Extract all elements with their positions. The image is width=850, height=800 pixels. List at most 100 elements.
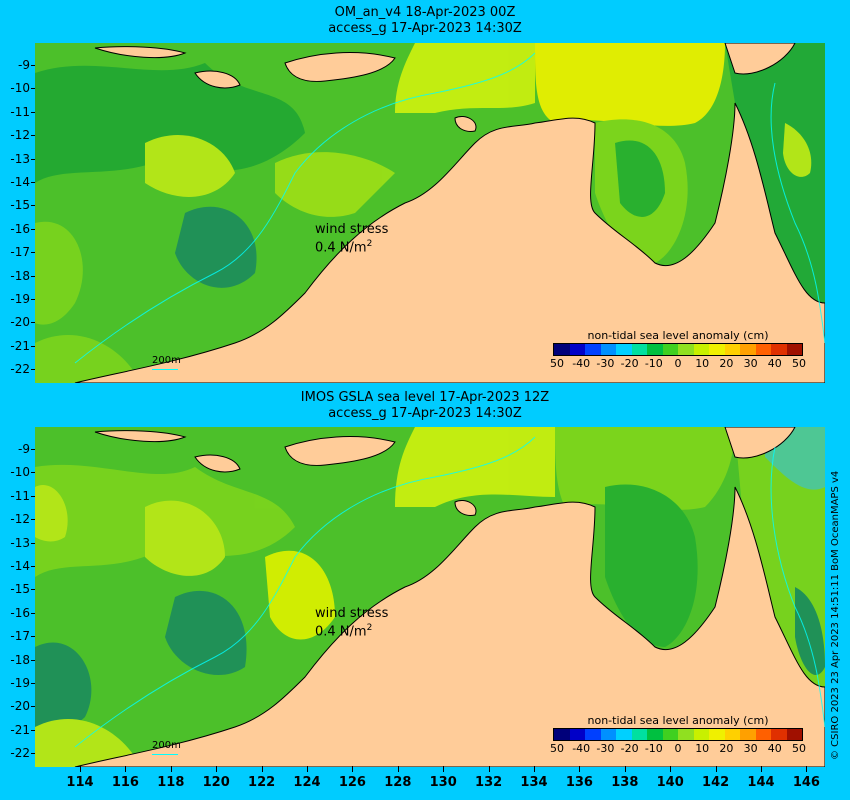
- legend-tick-label: 50: [550, 742, 564, 755]
- land: [74, 43, 825, 383]
- latitude-tick-label: -9: [18, 442, 30, 456]
- bathymetry-200m: [74, 436, 825, 748]
- latitude-tick: [31, 612, 35, 614]
- legend-tick-label: 0: [674, 357, 682, 370]
- latitude-tick-label: -16: [10, 221, 30, 236]
- latitude-tick: [31, 111, 35, 113]
- credit-text: © CSIRO 2023 23 Apr 2023 14:51:11 BoM Oc…: [830, 470, 841, 760]
- latitude-tick-label: -13: [10, 151, 30, 166]
- latitude-tick: [31, 472, 35, 474]
- latitude-tick-label: -19: [10, 676, 30, 690]
- longitude-tick: [170, 766, 172, 772]
- legend-color-swatch: [585, 344, 601, 355]
- wind-label-line2: 0.4 N/m: [315, 240, 367, 256]
- latitude-tick-label: -20: [10, 315, 30, 330]
- longitude-tick: [806, 766, 808, 772]
- latitude-tick: [31, 275, 35, 277]
- latitude-tick: [31, 205, 35, 207]
- legend-color-swatch: [554, 729, 570, 740]
- wind-label-line1: wind stress: [315, 606, 389, 621]
- latitude-tick-label: -11: [10, 104, 30, 119]
- scale-text: 200m: [152, 355, 181, 366]
- legend-color-swatch: [600, 729, 616, 740]
- longitude-tick-label: 138: [611, 775, 639, 790]
- panel1-legend: non-tidal sea level anomaly (cm) 50 -40 -3…: [550, 329, 806, 370]
- panel2-title-line2: access_g 17-Apr-2023 14:30Z: [328, 406, 522, 421]
- panel2-map: [35, 427, 825, 767]
- legend-color-swatch: [631, 344, 647, 355]
- legend-color-swatch: [755, 729, 771, 740]
- longitude-tick-label: 134: [520, 775, 548, 790]
- legend-tick-label: -40: [572, 742, 591, 755]
- wind-label-sup: 2: [366, 239, 373, 249]
- latitude-tick-label: -10: [10, 81, 30, 96]
- longitude-tick: [80, 766, 81, 772]
- longitude-tick-label: 124: [293, 775, 321, 790]
- legend-color-swatch: [755, 344, 771, 355]
- latitude-tick: [31, 65, 35, 66]
- legend-title: non-tidal sea level anomaly (cm): [587, 714, 769, 727]
- longitude-tick: [534, 766, 535, 772]
- legend-tick-label: 20: [719, 357, 734, 370]
- legend-color-swatch: [631, 729, 647, 740]
- panel1-title-line1: OM_an_v4 18-Apr-2023 00Z: [334, 5, 516, 20]
- latitude-tick: [31, 182, 35, 183]
- latitude-tick: [31, 135, 35, 137]
- legend-color-swatch: [771, 729, 787, 740]
- latitude-tick: [31, 589, 35, 591]
- legend-ticks: 50 -40 -30 -20 -10 0 10 20 30 40 50: [550, 356, 806, 370]
- legend-tick-label: 30: [743, 742, 758, 755]
- longitude-tick: [352, 766, 354, 772]
- legend-title: non-tidal sea level anomaly (cm): [587, 329, 769, 342]
- latitude-tick-label: -17: [10, 629, 30, 644]
- legend-color-swatch: [678, 344, 694, 355]
- legend-color-swatch: [724, 344, 740, 355]
- panel1-title-line2: access_g 17-Apr-2023 14:30Z: [328, 21, 522, 36]
- longitude-tick: [624, 766, 626, 772]
- legend-tick-label: -10: [644, 357, 663, 370]
- latitude-tick: [31, 519, 35, 521]
- latitude-tick: [31, 636, 35, 638]
- panel1-title: OM_an_v4 18-Apr-2023 00Z access_g 17-Apr…: [0, 5, 850, 37]
- latitude-tick-label: -12: [10, 128, 30, 143]
- latitude-tick-label: -18: [10, 652, 30, 667]
- legend-tick-label: 50: [792, 742, 806, 755]
- latitude-tick-label: -20: [10, 699, 30, 714]
- latitude-tick: [31, 228, 35, 230]
- legend-ticks: 50 -40 -30 -20 -10 0 10 20 30 40 50: [550, 741, 806, 755]
- legend-tick-label: -20: [620, 742, 639, 755]
- latitude-tick: [31, 753, 35, 755]
- legend-tick-label: 10: [695, 742, 710, 755]
- legend-color-swatch: [740, 344, 756, 355]
- longitude-tick-label: 132: [475, 775, 503, 790]
- legend-color-swatch: [771, 344, 787, 355]
- latitude-tick: [31, 495, 35, 497]
- longitude-tick: [579, 766, 581, 772]
- latitude-tick-label: -16: [10, 605, 30, 620]
- latitude-tick: [31, 252, 35, 254]
- legend-color-swatch: [554, 344, 570, 355]
- latitude-tick-label: -9: [18, 58, 30, 72]
- longitude-tick-label: 144: [747, 775, 775, 790]
- latitude-tick-label: -13: [10, 535, 30, 550]
- latitude-tick-label: -15: [10, 582, 30, 597]
- latitude-tick-label: -10: [10, 465, 30, 480]
- latitude-tick: [31, 566, 35, 567]
- panel2-title: IMOS GSLA sea level 17-Apr-2023 12Z acce…: [0, 390, 850, 422]
- panel1-wind-stress-label: wind stress 0.4 N/m2: [315, 223, 388, 255]
- legend-color-swatch: [662, 344, 678, 355]
- longitude-tick-label: 126: [338, 775, 366, 790]
- latitude-tick: [31, 369, 35, 371]
- bathymetry-200m: [74, 52, 825, 364]
- longitude-tick: [715, 766, 717, 772]
- legend-tick-label: -10: [644, 742, 663, 755]
- legend-tick-label: -30: [596, 742, 615, 755]
- longitude-tick-label: 128: [384, 775, 412, 790]
- longitude-tick: [397, 766, 399, 772]
- legend-color-swatch: [647, 729, 663, 740]
- longitude-tick: [125, 766, 127, 772]
- legend-tick-label: 10: [695, 357, 710, 370]
- latitude-tick-label: -22: [10, 362, 30, 377]
- longitude-tick: [761, 766, 762, 772]
- legend-color-swatch: [693, 344, 709, 355]
